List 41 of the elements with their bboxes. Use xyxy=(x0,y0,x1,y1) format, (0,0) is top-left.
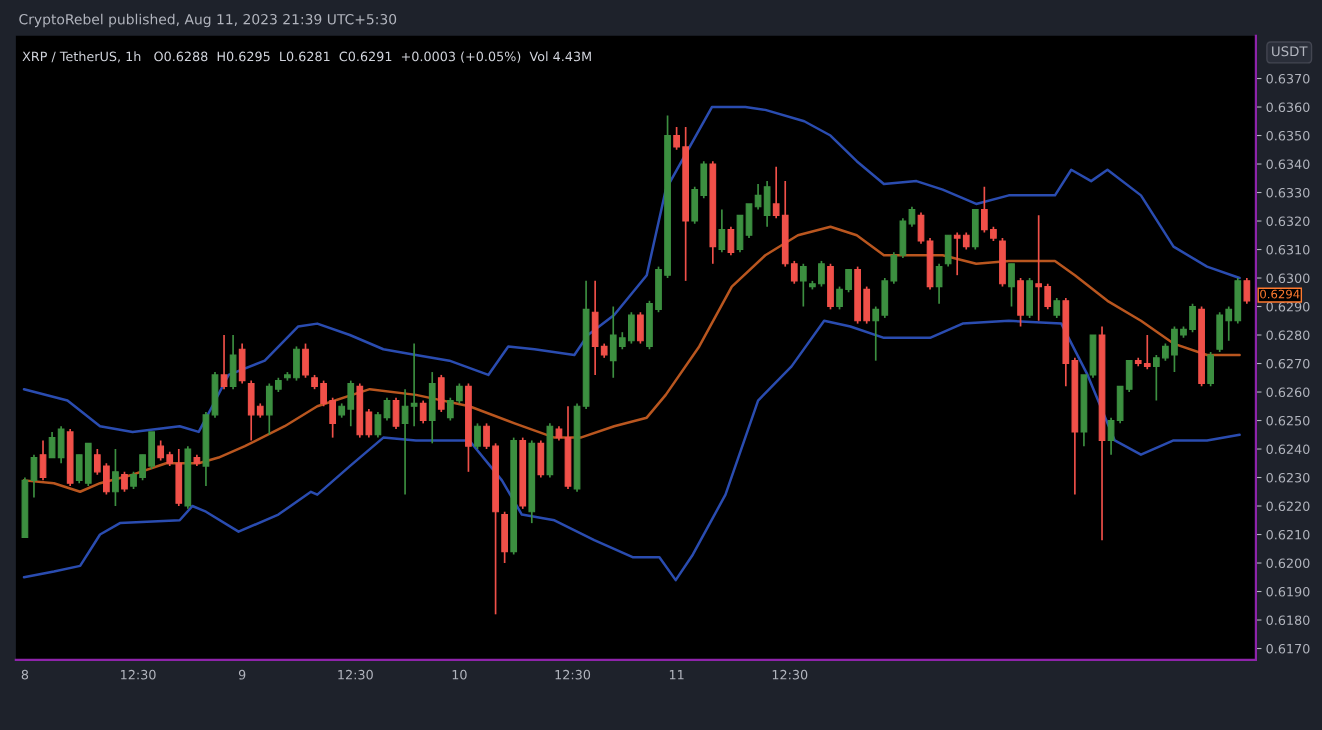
candlestick xyxy=(763,180,771,228)
candlestick xyxy=(637,311,644,345)
candlestick xyxy=(229,334,237,391)
candlestick xyxy=(39,439,47,482)
candlestick xyxy=(474,422,481,450)
candlestick xyxy=(220,334,228,391)
candlestick xyxy=(718,208,726,254)
candlestick xyxy=(84,442,92,487)
candlestick xyxy=(419,399,427,425)
candlestick xyxy=(537,439,545,479)
candlestick xyxy=(971,208,979,251)
candlestick xyxy=(57,425,65,465)
candlestick xyxy=(999,237,1006,288)
candlestick xyxy=(238,342,246,385)
candlestick xyxy=(1207,351,1215,388)
candlestick xyxy=(1053,297,1061,319)
candlestick xyxy=(727,225,735,257)
candlestick xyxy=(627,311,635,345)
candlestick xyxy=(799,262,807,308)
candlestick xyxy=(1017,277,1024,328)
candlestick xyxy=(1143,334,1151,371)
candlestick xyxy=(410,342,418,428)
candlestick xyxy=(437,374,445,413)
candlestick xyxy=(944,234,952,268)
candlestick xyxy=(428,371,436,445)
candlestick xyxy=(1008,262,1015,308)
candlestick xyxy=(1243,277,1251,305)
line-series xyxy=(22,225,1241,494)
candlestick xyxy=(157,439,165,462)
candlestick xyxy=(121,470,128,493)
line-series xyxy=(22,105,1241,434)
candlestick xyxy=(112,448,119,507)
line-series xyxy=(22,319,1241,582)
candlestick xyxy=(935,262,943,305)
candlestick xyxy=(827,262,834,311)
candlestick xyxy=(1035,214,1043,322)
candlestick xyxy=(1026,277,1033,319)
candlestick xyxy=(1216,311,1224,353)
candlestick xyxy=(392,396,400,430)
candlestick xyxy=(302,342,309,379)
candlestick xyxy=(501,510,508,564)
